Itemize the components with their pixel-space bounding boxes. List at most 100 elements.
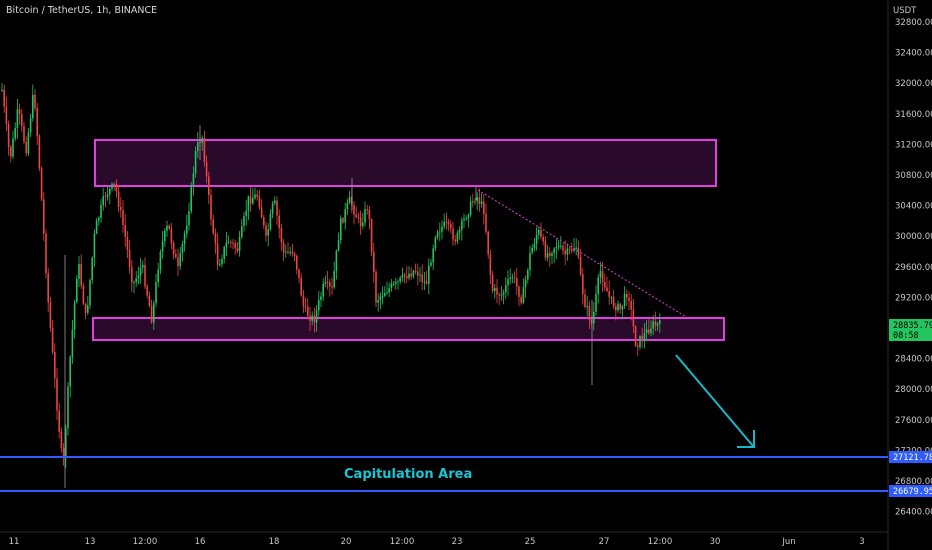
candle-body (124, 224, 126, 237)
price-tick-label: 29200.00 (895, 293, 932, 303)
candle-body (194, 151, 197, 174)
candle-body (417, 271, 419, 276)
candle-body (135, 278, 137, 283)
price-axis: 32800.00 32400.00 32000.00 31600.00 31200.00… (895, 18, 932, 518)
time-tick-label: 23 (452, 537, 463, 547)
candle-body (648, 329, 650, 334)
candle-body (291, 251, 294, 254)
candle-body (269, 213, 272, 230)
candle-body (355, 214, 357, 218)
candle-body (278, 215, 280, 229)
candle-body (654, 321, 657, 326)
candle-body (346, 202, 349, 210)
candle-body (384, 293, 386, 296)
candle-body (309, 315, 311, 321)
candle-body (254, 194, 256, 199)
candle-body (509, 277, 511, 279)
candle-body (69, 356, 71, 387)
candle-body (494, 287, 496, 291)
price-tick-label: 28400.00 (895, 355, 932, 365)
candle-body (84, 303, 87, 313)
candle-body (344, 209, 346, 223)
candle-body (71, 329, 74, 357)
candle-body (320, 296, 322, 300)
candle-body (263, 217, 265, 226)
candle-body (245, 210, 247, 216)
candle-body (324, 281, 327, 284)
candle-body (137, 275, 140, 279)
candle-body (3, 89, 5, 107)
capitulation-upper-value: 27121.78 (893, 453, 932, 463)
candle-body (483, 201, 485, 214)
candle-body (274, 200, 276, 204)
candle-body (375, 272, 377, 303)
time-axis: 11 13 12:00 16 18 20 12:00 23 25 27 12:00 30 Jun 3 (9, 537, 865, 547)
candle-body (425, 281, 428, 284)
candle-body (287, 251, 289, 253)
candle-body (373, 252, 375, 273)
candle-body (659, 320, 661, 324)
candle-body (93, 233, 96, 258)
candle-body (458, 229, 461, 233)
candle-body (87, 305, 89, 313)
candle-body (89, 279, 91, 306)
candle-body (252, 198, 254, 204)
candle-body (285, 251, 287, 253)
candle-body (395, 281, 397, 284)
candle-body (197, 142, 199, 152)
candle-body (230, 241, 232, 243)
candle-body (612, 297, 615, 307)
candle-body (500, 294, 503, 296)
candle-body (293, 253, 296, 256)
candle-body (7, 124, 10, 147)
candle-body (192, 173, 195, 185)
time-tick-label: 12:00 (648, 537, 673, 547)
candle-body (38, 136, 41, 169)
candle-body (397, 281, 399, 283)
candle-body (122, 210, 124, 225)
capitulation-lower-badge: 26679.95 (889, 485, 932, 497)
projection-arrow-icon (675, 354, 755, 448)
candle-body (331, 286, 333, 288)
candle-body (34, 94, 36, 109)
candle-body (632, 309, 635, 327)
price-tick-label: 32000.00 (895, 79, 932, 89)
candle-body (342, 218, 344, 223)
candle-body (100, 205, 102, 218)
candle-body (91, 257, 93, 280)
candle-body (432, 248, 434, 263)
candle-body (529, 252, 531, 270)
candle-body (621, 305, 624, 310)
candle-body (634, 326, 637, 346)
candle-body (586, 306, 588, 308)
candle-body (403, 274, 406, 277)
time-tick-label: 12:00 (390, 537, 415, 547)
candle-body (164, 230, 166, 242)
candle-body (428, 265, 430, 284)
candle-body (623, 293, 626, 306)
candle-body (419, 274, 421, 276)
candle-body (478, 197, 481, 205)
candle-body (260, 207, 263, 218)
time-tick-label: 3 (859, 537, 864, 547)
candle-body (49, 302, 52, 329)
candle-body (144, 264, 146, 287)
candle-body (45, 233, 47, 274)
candle-body (280, 228, 283, 243)
candle-body (619, 303, 621, 310)
candle-body (43, 199, 45, 234)
candle-body (126, 236, 129, 250)
candle-body (256, 194, 258, 197)
candle-body (386, 292, 388, 294)
candle-body (452, 228, 454, 240)
candle-body (16, 109, 19, 129)
candle-body (271, 203, 274, 214)
candle-body (102, 196, 104, 206)
candle-body (243, 215, 245, 227)
candle-body (549, 253, 551, 257)
candle-body (168, 225, 170, 229)
candle-body (236, 247, 239, 252)
candle-body (505, 285, 507, 293)
candle-body (362, 222, 364, 227)
